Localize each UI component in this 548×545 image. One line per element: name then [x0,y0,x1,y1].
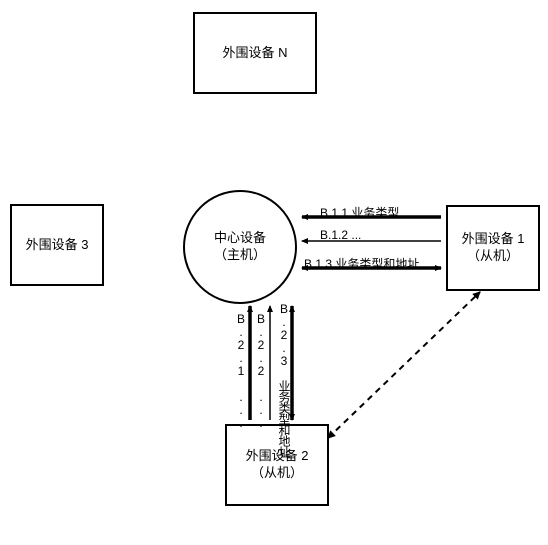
arrow-label-b21: B.2.1 ... [234,312,248,429]
node-center-host: 中心设备 （主机） [183,190,297,304]
arrow-label-b22: B.2.2 ... [254,312,268,429]
node-device-1: 外围设备 1 （从机） [446,205,540,291]
arrow-label-b12: B.1.2 ... [320,228,361,242]
arrow-label-b13: B.1.3 业务类型和地址 [304,255,419,272]
node-label: 外围设备 1 [462,231,525,248]
node-label: （从机） [467,248,519,265]
arrow-label-b23: B.2.3 业务类型和地址 [276,302,293,457]
node-label: 中心设备 [214,230,266,247]
node-label: （主机） [214,247,266,264]
arrow-label-b11: B.1.1 业务类型 [320,204,399,221]
node-device-3: 外围设备 3 [10,204,104,286]
node-label: 外围设备 N [222,45,287,62]
node-label: （从机） [251,465,303,482]
node-label: 外围设备 3 [26,237,89,254]
dashed-link-d1-d2 [328,292,480,438]
node-device-n: 外围设备 N [193,12,317,94]
diagram-canvas: 外围设备 N 外围设备 3 中心设备 （主机） 外围设备 1 （从机） 外围设备… [0,0,548,545]
